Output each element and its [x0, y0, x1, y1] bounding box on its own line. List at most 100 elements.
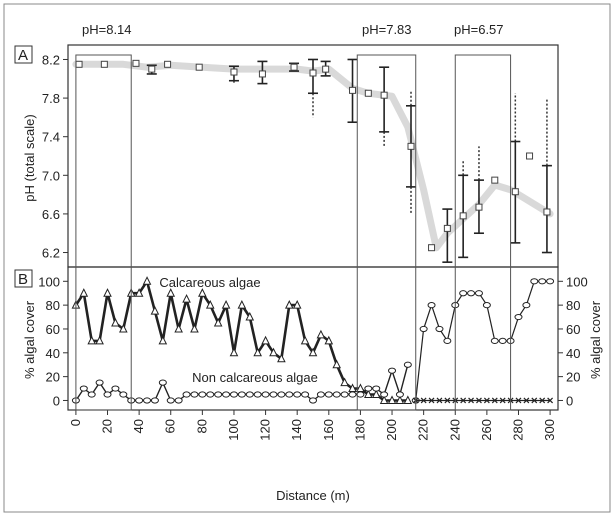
panel-b-x-tick-label: 80 [194, 419, 209, 433]
non-calcareous-point [237, 391, 246, 398]
ph-point [290, 63, 298, 71]
non-calcareous-point [277, 391, 286, 398]
panel-b-x-tick-label: 20 [100, 419, 115, 433]
non-calcareous-low-ph-point [499, 397, 506, 404]
calcareous-point [300, 335, 310, 345]
calcareous-point [324, 335, 334, 345]
calcareous-point [174, 323, 183, 333]
non-calcareous-low-ph-point [468, 397, 474, 404]
non-calcareous-point [261, 391, 270, 398]
non-calcareous-point [285, 391, 294, 398]
panel-b: B % algal cover % algal cover Distance (… [14, 266, 603, 503]
calcareous-point [229, 347, 239, 357]
non-calcareous-point [301, 391, 310, 398]
ph-point [526, 152, 534, 160]
non-calcareous-low-ph-point [523, 397, 530, 404]
calcareous-point [387, 395, 397, 404]
calcareous-point [87, 335, 97, 345]
non-calcareous-point [174, 397, 183, 404]
calcareous-point [205, 300, 215, 309]
calcareous-point [395, 395, 405, 404]
highlight-box [75, 54, 132, 411]
non-calcareous-low-ph-point [436, 397, 443, 404]
panel-b-x-tick-label: 240 [447, 419, 462, 441]
ph-annotation-2: pH=7.83 [362, 22, 412, 37]
panel-b-label: B [18, 271, 28, 288]
panel-a-y-tick-label: 6.6 [42, 207, 60, 222]
calcareous-point [261, 335, 270, 345]
legend-non-calcareous: Non calcareous algae [192, 370, 318, 385]
panel-b-x-tick-label: 280 [510, 419, 525, 441]
ph-point [475, 203, 483, 211]
panel-a-y-tick-label: 7.8 [42, 91, 60, 106]
highlight-box [454, 54, 512, 411]
panel-b-x-tick-label: 200 [384, 419, 399, 441]
panel-b-y-tick-label-right: 100 [566, 274, 588, 289]
calcareous-point [292, 300, 302, 309]
panel-b-x-tick-label: 160 [321, 419, 336, 441]
calcareous-point [150, 305, 160, 315]
ph-point [459, 212, 467, 220]
calcareous-low-ph-point [522, 302, 531, 309]
non-calcareous-point [87, 391, 96, 398]
calcareous-low-ph-point [467, 290, 476, 297]
ph-point [491, 176, 499, 184]
non-calcareous-point [214, 391, 223, 398]
non-calcareous-point [388, 367, 397, 374]
calcareous-point [245, 311, 255, 321]
calcareous-low-ph-point [538, 278, 547, 285]
non-calcareous-low-ph-point [476, 397, 482, 404]
calcareous-point [134, 288, 144, 297]
ph-point [75, 60, 83, 68]
calcareous-low-ph-point [530, 278, 539, 285]
panel-a-y-ticks: 8.2 7.8 7.4 7.0 6.6 6.2 [42, 52, 68, 261]
non-calcareous-low-ph-point [428, 397, 435, 404]
panel-b-x-ticks: 0 20 40 60 80 100 120 140 160 180 200 220 240 260 280 3… [68, 410, 557, 441]
non-calcareous-point [324, 391, 333, 398]
ph-point [195, 63, 203, 71]
ph-point [349, 86, 357, 94]
calcareous-point [190, 323, 199, 333]
non-calcareous-point [143, 397, 152, 404]
panel-b-x-tick-label: 180 [352, 419, 367, 441]
non-calcareous-point [356, 391, 365, 398]
calcareous-low-ph-point [427, 302, 436, 309]
calcareous-point [403, 395, 413, 404]
non-calcareous-point [79, 385, 88, 392]
non-calcareous-point [111, 385, 120, 392]
ph-point [322, 65, 330, 73]
calcareous-point [103, 288, 112, 297]
calcareous-point [364, 389, 373, 399]
calcareous-low-ph-point [459, 290, 468, 297]
non-calcareous-point [103, 391, 112, 398]
non-calcareous-point [245, 391, 254, 398]
panel-a-label: A [18, 47, 28, 64]
non-calcareous-point [229, 391, 238, 398]
calcareous-point [277, 353, 286, 363]
panel-a-y-tick-label: 7.4 [42, 130, 60, 145]
non-calcareous-point [119, 391, 128, 398]
calcareous-point [340, 377, 349, 387]
calcareous-low-ph-point [482, 302, 491, 309]
panel-b-frame [67, 266, 559, 411]
ph-point [407, 142, 415, 150]
panel-a-ylabel: pH (total scale) [22, 114, 37, 201]
ph-point [380, 91, 388, 99]
calcareous-point [79, 288, 89, 297]
non-calcareous-low-ph-point [420, 397, 427, 404]
non-calcareous-point [166, 397, 175, 404]
panel-b-y-tick-label-right: 40 [566, 346, 580, 361]
panel-b-x-tick-label: 220 [416, 419, 431, 441]
non-calcareous-low-ph-point [515, 397, 522, 404]
non-calcareous-point [348, 391, 357, 398]
calcareous-low-ph-line [415, 280, 551, 401]
panel-a-y-tick-label: 7.0 [42, 168, 60, 183]
panel-a-plot [72, 58, 554, 263]
panel-b-x-tick-label: 40 [131, 419, 146, 433]
non-calcareous-point [395, 391, 404, 398]
panel-b-x-tick-label: 260 [479, 419, 494, 441]
panel-b-y-tick-label-right: 0 [566, 393, 573, 408]
panel-b-y-tick-label-right: 80 [566, 298, 580, 313]
panel-b-y-tick-label: 80 [46, 298, 60, 313]
panel-b-y-tick-label: 100 [38, 274, 60, 289]
